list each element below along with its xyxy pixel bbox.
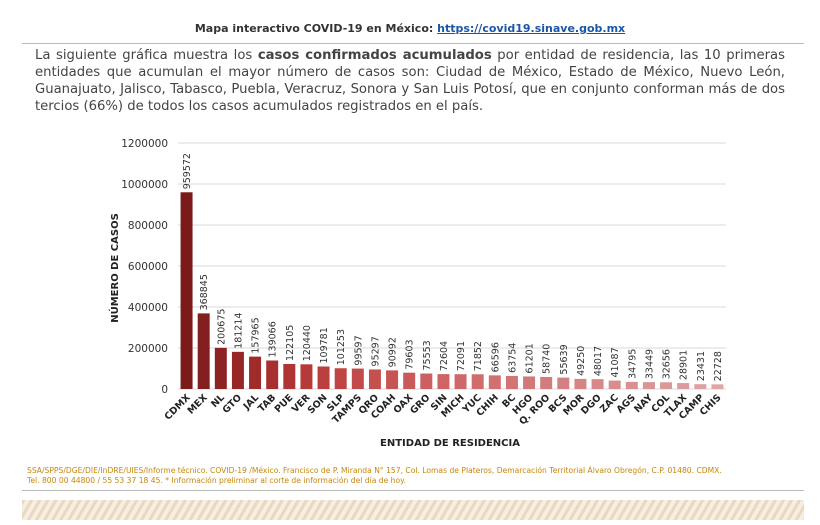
- value-label: 63754: [507, 343, 518, 373]
- bar: [300, 364, 313, 389]
- header-label: Mapa interactivo COVID-19 en México:: [194, 22, 434, 35]
- footer: SSA/SPPS/DGE/DIE/InDRE/UIES/Informe técn…: [27, 466, 797, 486]
- value-label: 55639: [559, 344, 570, 374]
- y-tick-label: 200000: [128, 343, 168, 355]
- bar: [386, 370, 399, 389]
- value-label: 32656: [662, 349, 673, 379]
- y-tick-label: 0: [161, 384, 168, 396]
- bar: [420, 373, 433, 389]
- value-label: 959572: [182, 153, 193, 189]
- bar: [523, 376, 536, 389]
- rule: [22, 43, 804, 44]
- header-link[interactable]: https://covid19.sinave.gob.mx: [437, 22, 626, 35]
- chart: NÚMERO DE CASOS ENTIDAD DE RESIDENCIA 0 2…: [108, 138, 726, 449]
- value-label: 99597: [353, 335, 364, 365]
- value-label: 200675: [216, 309, 227, 345]
- value-label: 72604: [439, 341, 450, 371]
- value-label: 61201: [525, 343, 536, 373]
- bar: [505, 375, 518, 389]
- bar: [437, 374, 450, 389]
- value-label: 71852: [473, 341, 484, 371]
- decorative-strip: [22, 500, 804, 520]
- bar: [557, 377, 570, 389]
- bar: [368, 369, 381, 389]
- value-label: 79603: [405, 339, 416, 369]
- bar: [317, 366, 330, 389]
- bar: [351, 368, 364, 389]
- x-tick-label: TAB: [256, 392, 278, 414]
- bar: [660, 382, 673, 389]
- footer-line: SSA/SPPS/DGE/DIE/InDRE/UIES/Informe técn…: [27, 466, 722, 475]
- y-tick-label: 600000: [128, 261, 168, 273]
- value-label: 120440: [302, 325, 313, 361]
- x-axis-title: ENTIDAD DE RESIDENCIA: [380, 438, 520, 449]
- bar: [334, 368, 347, 389]
- value-label: 122105: [285, 325, 296, 361]
- bar: [231, 351, 244, 389]
- bar: [711, 384, 724, 389]
- bar: [180, 192, 193, 389]
- bar: [403, 372, 416, 389]
- value-label: 75553: [422, 340, 433, 370]
- bar: [608, 380, 621, 389]
- value-label: 34795: [627, 349, 638, 379]
- value-label: 95297: [370, 336, 381, 366]
- y-tick-label: 1000000: [121, 179, 168, 191]
- paragraph: La siguiente gráfica muestra los casos c…: [35, 47, 785, 115]
- bar: [625, 381, 638, 389]
- value-label: 22728: [713, 351, 724, 381]
- footer-line: Tel. 800 00 44800 / 55 53 37 18 45. * In…: [27, 476, 406, 485]
- bar: [471, 374, 484, 389]
- value-label: 72091: [456, 341, 467, 371]
- bar: [694, 384, 707, 389]
- y-tick-label: 800000: [128, 220, 168, 232]
- value-label: 90992: [388, 337, 399, 367]
- bar: [488, 375, 501, 389]
- y-axis-title: NÚMERO DE CASOS: [108, 213, 121, 323]
- bar: [249, 356, 262, 389]
- text: La siguiente gráfica muestra los: [35, 48, 253, 63]
- value-label: 157965: [251, 317, 262, 353]
- bar: [197, 313, 210, 389]
- bar: [540, 376, 553, 389]
- bar: [283, 363, 296, 389]
- bold-text: casos confirmados acumulados: [257, 48, 492, 63]
- bar: [454, 374, 467, 389]
- x-tick-label: MEX: [186, 392, 211, 417]
- value-label: 48017: [593, 346, 604, 376]
- bar: [214, 347, 227, 389]
- value-label: 49250: [576, 346, 587, 376]
- rule: [22, 490, 804, 491]
- value-label: 368845: [199, 274, 210, 310]
- value-label: 58740: [542, 344, 553, 374]
- bar: [574, 378, 587, 389]
- value-label: 181214: [233, 313, 244, 349]
- text: por entidad de residencia, las 10 primer…: [35, 48, 785, 114]
- bar: [642, 382, 655, 389]
- value-label: 109781: [319, 327, 330, 363]
- value-label: 66596: [490, 342, 501, 372]
- value-label: 41087: [610, 347, 621, 377]
- bar: [591, 379, 604, 389]
- value-label: 139066: [268, 321, 279, 357]
- header: Mapa interactivo COVID-19 en México: htt…: [0, 22, 820, 35]
- value-label: 23431: [696, 351, 707, 381]
- value-label: 28901: [679, 350, 690, 380]
- value-label: 101253: [336, 329, 347, 365]
- value-label: 33449: [644, 349, 655, 379]
- y-tick-label: 400000: [128, 302, 168, 314]
- y-tick-label: 1200000: [121, 138, 168, 150]
- bar: [677, 383, 690, 389]
- bar: [266, 360, 279, 389]
